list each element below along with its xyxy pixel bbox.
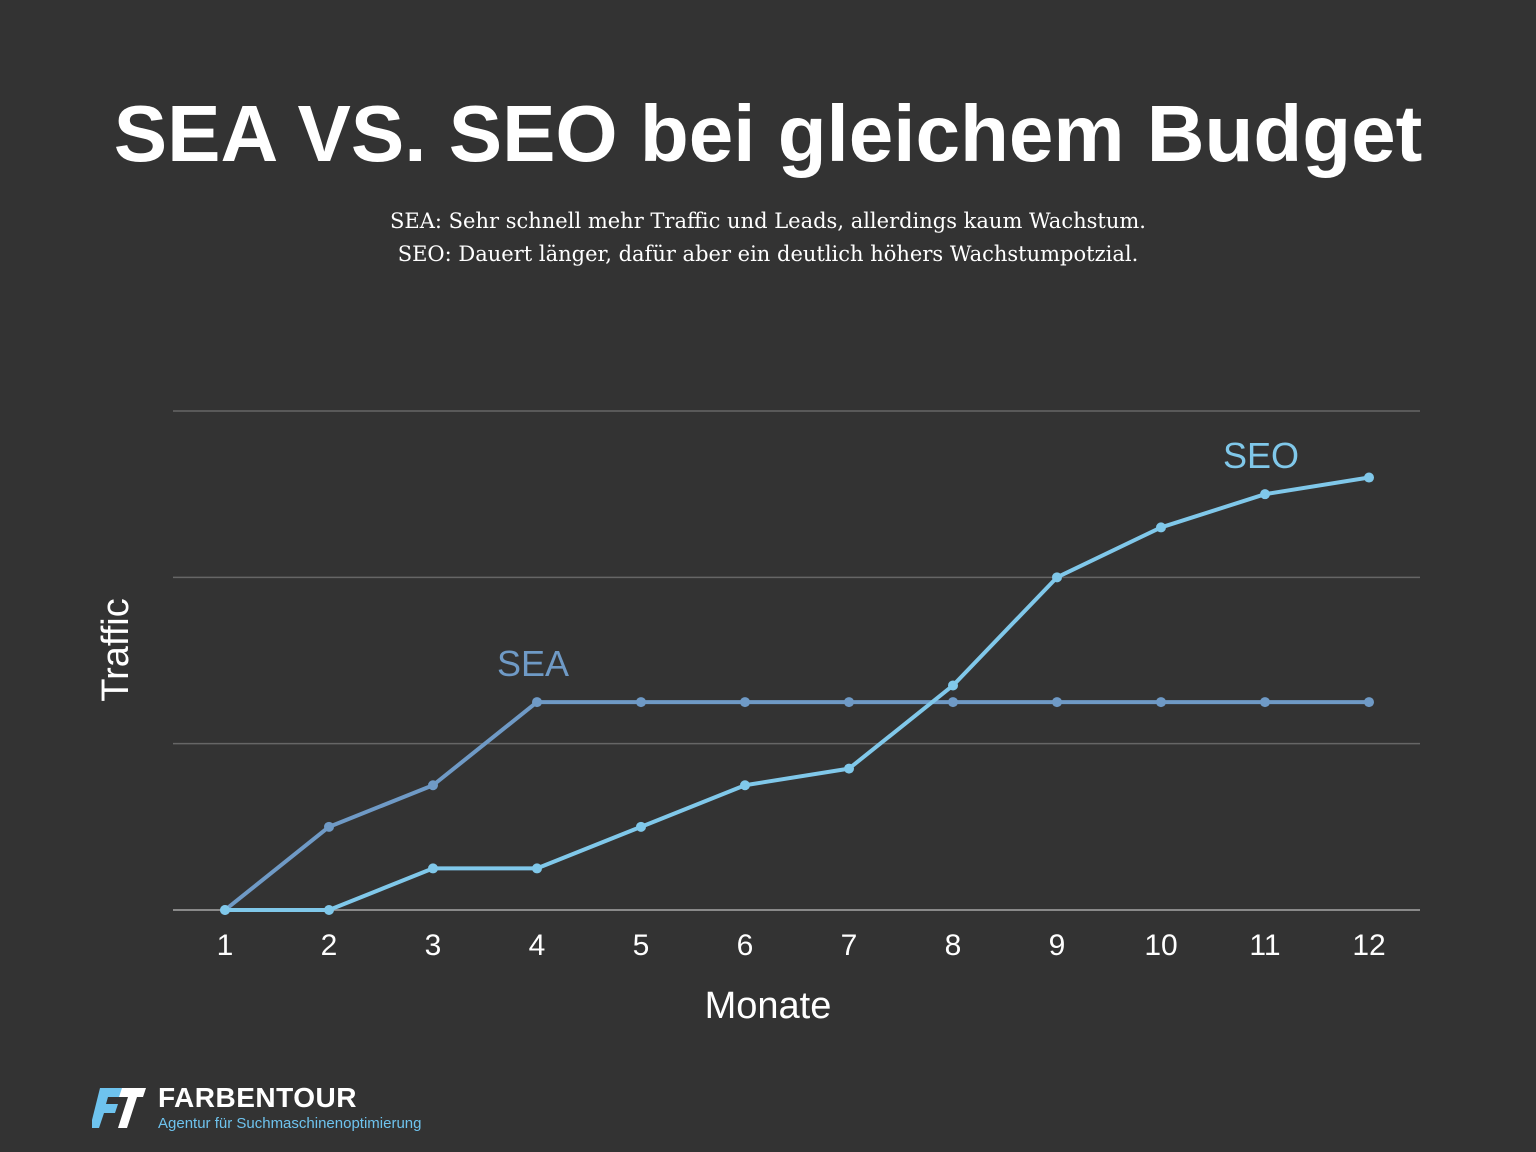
sea-series-line — [223, 700, 1371, 912]
sea-data-point — [636, 697, 646, 708]
sea-data-point — [532, 697, 542, 708]
sea-data-point — [1260, 697, 1270, 708]
sea-data-point — [948, 697, 958, 708]
sea-data-point — [1364, 697, 1374, 708]
sea-data-point — [428, 780, 438, 791]
seo-series-line — [223, 475, 1371, 912]
seo-data-point — [844, 763, 854, 774]
sea-data-point — [1156, 697, 1166, 708]
subtitle-sea: SEA: Sehr schnell mehr Traffic und Leads… — [390, 209, 1146, 233]
x-tick-label: 10 — [1144, 929, 1177, 962]
sea-data-point — [1052, 697, 1062, 708]
x-axis-label: Monate — [705, 985, 832, 1027]
x-tick-label: 4 — [529, 929, 546, 962]
seo-data-point — [636, 821, 646, 832]
seo-data-point — [1052, 572, 1062, 583]
seo-data-point — [740, 780, 750, 791]
y-axis-label: Traffic — [95, 598, 137, 701]
seo-series-label: SEO — [1223, 435, 1299, 476]
brand-logo: FARBENTOUR Agentur für Suchmaschinenopti… — [92, 1082, 452, 1134]
sea-data-point — [324, 821, 334, 832]
farbentour-logo-icon — [92, 1088, 146, 1128]
x-tick-label: 6 — [737, 929, 754, 962]
sea-series-label: SEA — [497, 643, 569, 684]
sea-data-point — [740, 697, 750, 708]
x-tick-label: 5 — [633, 929, 650, 962]
x-axis-ticks: 1 2 3 4 5 6 7 8 9 10 11 12 — [217, 929, 1386, 962]
x-tick-label: 2 — [321, 929, 338, 962]
seo-data-point — [948, 680, 958, 691]
chart-annotations: SEA SEO — [497, 435, 1299, 684]
x-tick-label: 3 — [425, 929, 442, 962]
x-tick-label: 7 — [841, 929, 858, 962]
seo-data-point — [324, 905, 334, 915]
chart-series — [220, 472, 1374, 915]
brand-tagline: Agentur für Suchmaschinenoptimierung — [158, 1115, 422, 1132]
seo-data-point — [1364, 472, 1374, 483]
seo-data-point — [1156, 522, 1166, 533]
page-title: SEA VS. SEO bei gleichem Budget — [113, 89, 1423, 178]
x-tick-label: 8 — [945, 929, 962, 962]
seo-data-point — [428, 863, 438, 874]
brand-name: FARBENTOUR — [158, 1082, 357, 1113]
subtitle-seo: SEO: Dauert länger, dafür aber ein deutl… — [397, 242, 1139, 266]
x-tick-label: 12 — [1352, 929, 1385, 962]
seo-data-point — [220, 905, 230, 915]
x-tick-label: 11 — [1249, 929, 1280, 962]
chart-gridlines — [173, 410, 1420, 911]
seo-data-point — [532, 863, 542, 874]
sea-data-point — [844, 697, 854, 708]
x-tick-label: 9 — [1049, 929, 1066, 962]
seo-data-point — [1260, 489, 1270, 500]
x-tick-label: 1 — [217, 929, 234, 962]
